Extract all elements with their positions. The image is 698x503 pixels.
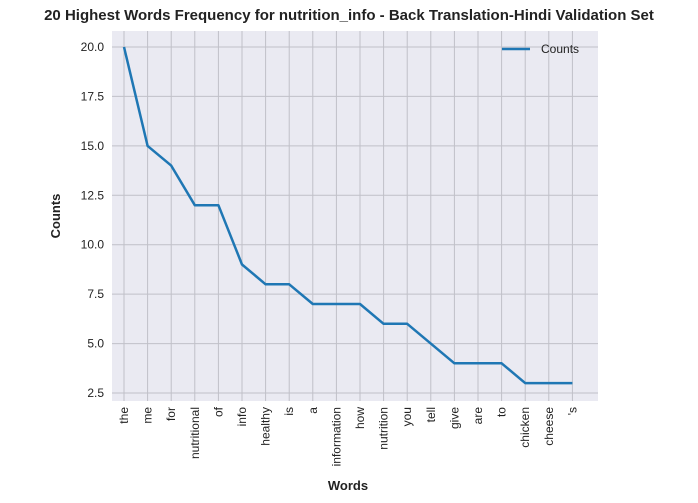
x-tick-label: for [164,407,178,421]
x-tick-label: me [141,407,155,424]
x-tick-label: the [117,407,131,424]
x-tick-label: tell [424,407,438,422]
x-tick-label: 's [565,407,579,415]
x-tick-label: a [306,407,320,414]
y-tick-label: 10.0 [81,238,105,252]
x-tick-label: how [353,407,367,429]
x-tick-label: information [329,407,343,466]
legend: Counts [502,42,579,56]
x-tick-label: chicken [518,407,532,448]
plot-area [112,31,598,401]
grid-lines [112,31,598,401]
x-tick-label: of [211,406,225,417]
chart-title: 20 Highest Words Frequency for nutrition… [44,7,654,24]
x-tick-label: give [447,407,461,429]
y-tick-label: 12.5 [81,188,105,202]
x-tick-label: healthy [259,407,273,446]
y-tick-label: 15.0 [81,139,105,153]
y-tick-label: 7.5 [87,287,104,301]
y-tick-labels: 2.5 5.0 7.5 10.0 12.5 15.0 17.5 20.0 [81,40,105,400]
x-tick-label: is [282,407,296,416]
x-tick-label: nutrition [377,407,391,450]
y-tick-label: 5.0 [87,337,104,351]
y-tick-label: 20.0 [81,40,105,54]
legend-label: Counts [541,42,579,56]
x-tick-label: you [400,407,414,426]
y-tick-label: 2.5 [87,386,104,400]
x-tick-label: are [471,407,485,425]
x-axis-label: Words [328,478,368,493]
x-tick-label: to [495,407,509,417]
x-tick-label: cheese [542,407,556,446]
x-tick-label: nutritional [188,407,202,459]
series-lines [122,46,573,385]
y-axis-label: Counts [48,194,63,239]
y-tick-label: 17.5 [81,89,105,103]
series-line-counts [122,46,573,385]
x-tick-labels: the me for nutritional of info healthy is a infor… [117,406,579,466]
x-tick-label: info [235,407,249,427]
